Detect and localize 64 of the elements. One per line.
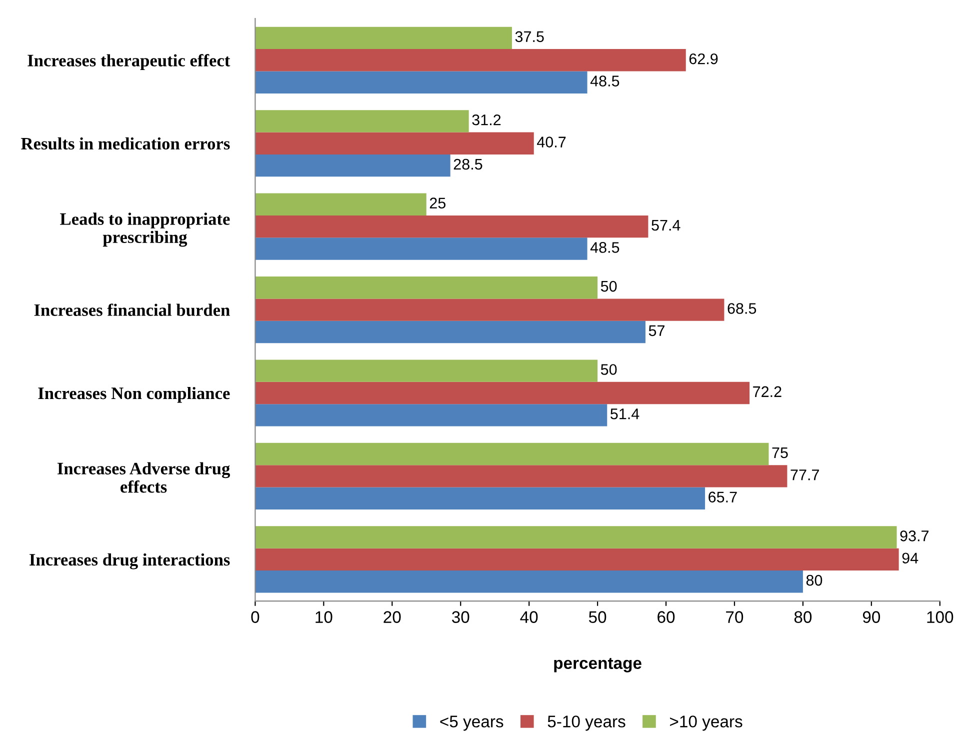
data-label: 75 [772, 447, 788, 458]
data-label: 31.2 [472, 114, 501, 126]
data-label: 25 [430, 198, 446, 208]
bar [255, 49, 686, 72]
x-tick-label: 0 [251, 611, 260, 623]
bar [255, 404, 608, 426]
legend-label: 5-10 years [548, 716, 626, 731]
x-axis-title: percentage [554, 658, 642, 672]
y-tick-label: Increases Adverse drug effects [57, 462, 230, 493]
bar [255, 320, 646, 344]
bar [255, 132, 534, 154]
data-label: 50 [600, 364, 617, 375]
data-label: 51.4 [610, 408, 640, 420]
x-tick-label: 90 [862, 611, 880, 623]
bar [255, 110, 469, 132]
bar [255, 360, 598, 382]
bar [255, 26, 512, 50]
data-label: 28.5 [454, 158, 482, 170]
y-tick-label: Results in medication errors [21, 137, 230, 150]
bar [255, 526, 897, 548]
data-label: 48.5 [590, 242, 620, 253]
x-tick-label: 10 [316, 611, 332, 623]
legend-label: <5 years [440, 716, 504, 731]
data-label: 94 [902, 552, 918, 564]
x-tick-label: 30 [452, 611, 470, 623]
bar [255, 215, 648, 238]
bar [255, 382, 750, 404]
data-label: 72.2 [753, 386, 782, 397]
bar [255, 487, 706, 510]
bar [255, 465, 788, 488]
x-tick-label: 20 [384, 611, 401, 623]
bar [255, 193, 426, 216]
data-label: 37.5 [515, 31, 544, 42]
bar [255, 238, 588, 260]
legend-label: >10 years [670, 716, 742, 731]
x-tick-label: 80 [794, 611, 812, 623]
bar [255, 71, 588, 94]
data-label: 62.9 [689, 53, 718, 64]
y-tick-label: Increases drug interactions [30, 553, 230, 570]
y-tick-label: Increases financial burden [34, 304, 230, 316]
data-label: 65.7 [708, 492, 737, 502]
bar [255, 442, 769, 466]
data-label: 40.7 [536, 136, 566, 148]
data-label: 68.5 [728, 303, 756, 314]
x-tick-label: 40 [520, 611, 538, 623]
x-tick-label: 60 [658, 611, 675, 623]
data-label: 48.5 [590, 76, 620, 86]
data-label: 57.4 [652, 220, 680, 231]
x-tick-label: 50 [588, 611, 606, 623]
bar [255, 570, 803, 593]
bar [255, 154, 450, 177]
bar [255, 276, 598, 299]
data-label: 57 [648, 325, 664, 336]
data-label: 50 [600, 280, 617, 292]
y-tick-label: Leads to inappropriate prescribing [60, 212, 230, 247]
y-tick-label: Increases Non compliance [38, 386, 230, 403]
x-tick-label: 70 [726, 611, 744, 623]
data-label: 80 [806, 574, 822, 586]
data-label: 77.7 [790, 470, 819, 480]
x-tick-label: 100 [927, 611, 954, 623]
data-label: 93.7 [900, 530, 928, 542]
y-tick-label: Increases therapeutic effect [28, 54, 230, 70]
bar [255, 548, 899, 571]
bar [255, 298, 724, 321]
